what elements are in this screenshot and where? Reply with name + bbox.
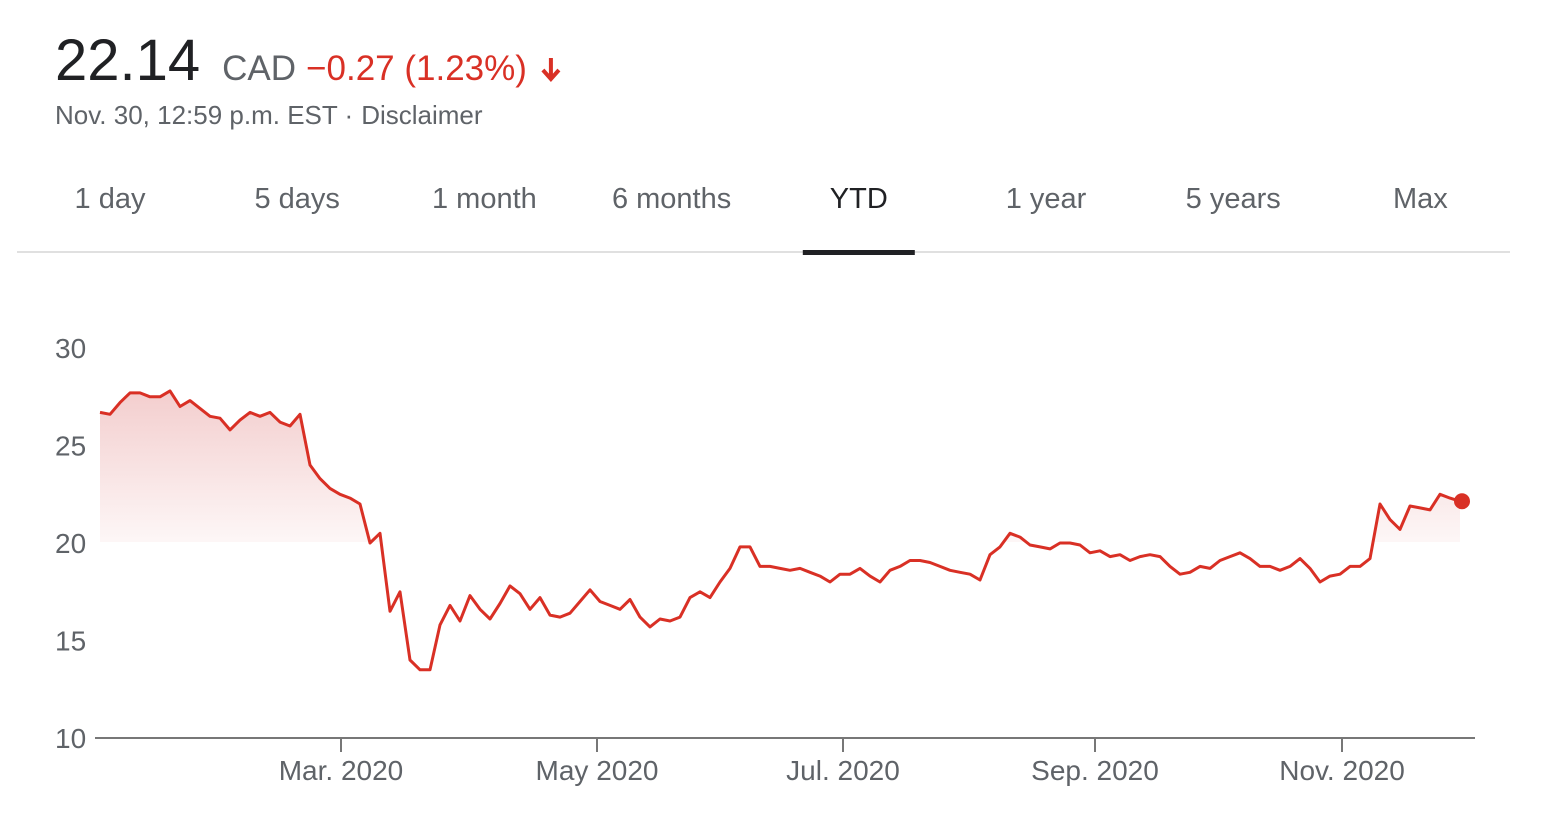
y-tick-label: 25 bbox=[55, 431, 86, 462]
x-tick-label: May 2020 bbox=[536, 755, 659, 786]
down-arrow bbox=[541, 58, 561, 83]
x-tick-label: Mar. 2020 bbox=[279, 755, 404, 786]
y-tick-label: 30 bbox=[55, 333, 86, 364]
price: 22.14 bbox=[55, 28, 200, 93]
disclaimer-link[interactable]: Disclaimer bbox=[361, 100, 483, 130]
price-change: −0.27 (1.23%) bbox=[306, 49, 527, 88]
range-tab[interactable]: 1 day bbox=[75, 183, 146, 215]
range-tab[interactable]: 5 years bbox=[1186, 183, 1281, 215]
y-tick-label: 15 bbox=[55, 626, 86, 657]
range-tab[interactable]: 5 days bbox=[254, 183, 339, 215]
range-tab[interactable]: 1 year bbox=[1006, 183, 1087, 215]
range-tab[interactable]: 6 months bbox=[612, 183, 731, 215]
y-tick-label: 10 bbox=[55, 723, 86, 754]
x-tick-label: Nov. 2020 bbox=[1279, 755, 1405, 786]
range-tab[interactable]: 1 month bbox=[432, 183, 537, 215]
x-tick-label: Jul. 2020 bbox=[786, 755, 900, 786]
area-fill bbox=[100, 390, 1460, 542]
y-tick-label: 20 bbox=[55, 528, 86, 559]
currency: CAD bbox=[222, 49, 296, 88]
selected-tab-underline bbox=[802, 250, 915, 255]
timestamp: Nov. 30, 12:59 p.m. EST · bbox=[55, 100, 353, 130]
range-tab[interactable]: Max bbox=[1393, 183, 1448, 215]
range-tab[interactable]: YTD bbox=[830, 183, 888, 215]
price-line bbox=[99, 389, 1461, 672]
last-point bbox=[1454, 493, 1470, 510]
x-tick-label: Sep. 2020 bbox=[1031, 755, 1159, 786]
